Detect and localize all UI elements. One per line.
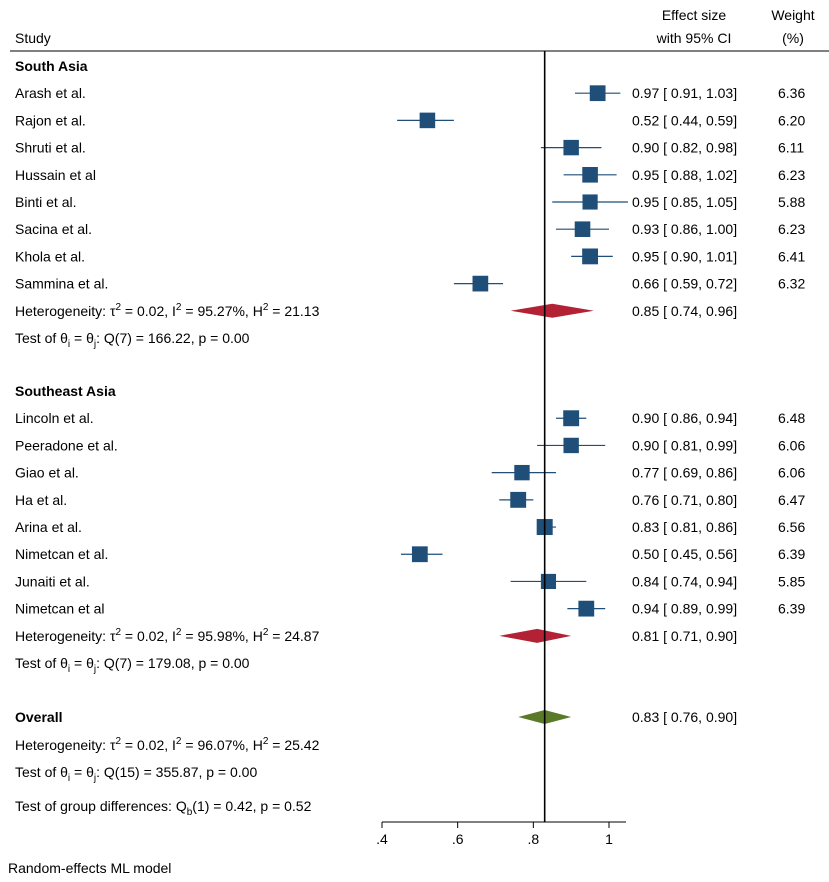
overall-heterogeneity-text: Heterogeneity: τ2 = 0.02, I2 = 96.07%, H… — [15, 736, 320, 753]
study-marker — [472, 275, 489, 292]
effect-ci-text: 0.93 [ 0.86, 1.00] — [632, 221, 737, 237]
study-marker — [514, 464, 530, 481]
weight-text: 6.06 — [778, 437, 805, 453]
group-heading: South Asia — [15, 58, 88, 74]
weight-text: 6.39 — [778, 546, 805, 562]
study-marker — [510, 491, 527, 508]
study-marker — [578, 600, 595, 617]
weight-text: 6.47 — [778, 492, 805, 508]
heterogeneity-text: Heterogeneity: τ2 = 0.02, I2 = 95.27%, H… — [15, 302, 320, 319]
header-effect-size: Effect size — [662, 7, 727, 23]
study-label: Arina et al. — [15, 519, 82, 535]
overall-heading: Overall — [15, 709, 62, 725]
study-label: Binti et al. — [15, 194, 76, 210]
study-marker — [540, 573, 557, 589]
study-marker — [563, 410, 580, 427]
weight-text: 6.06 — [778, 465, 805, 481]
effect-ci-text: 0.84 [ 0.74, 0.94] — [632, 573, 737, 589]
test-text: Test of θi = θj: Q(7) = 179.08, p = 0.00 — [15, 655, 250, 675]
test-text: Test of θi = θj: Q(7) = 166.22, p = 0.00 — [15, 330, 250, 350]
effect-ci-text: 0.83 [ 0.81, 0.86] — [632, 519, 737, 535]
header-weight: Weight — [771, 7, 814, 23]
overall-test-text: Test of θi = θj: Q(15) = 355.87, p = 0.0… — [15, 764, 257, 784]
study-label: Nimetcan et al — [15, 601, 104, 617]
pooled-ci-text: 0.83 [ 0.76, 0.90] — [632, 709, 737, 725]
effect-ci-text: 0.95 [ 0.85, 1.05] — [632, 194, 737, 210]
effect-ci-text: 0.77 [ 0.69, 0.86] — [632, 465, 737, 481]
weight-text: 6.39 — [778, 601, 805, 617]
effect-ci-text: 0.90 [ 0.86, 0.94] — [632, 410, 737, 426]
weight-text: 5.88 — [778, 194, 805, 210]
study-label: Arash et al. — [15, 85, 86, 101]
weight-text: 6.20 — [778, 112, 805, 128]
subgroup-diamond — [499, 628, 572, 643]
heterogeneity-text: Heterogeneity: τ2 = 0.02, I2 = 95.98%, H… — [15, 627, 320, 644]
group-difference-text: Test of group differences: Qb(1) = 0.42,… — [15, 798, 312, 818]
study-label: Hussain et al — [15, 167, 96, 183]
x-tick-label: .4 — [376, 831, 388, 847]
effect-ci-text: 0.90 [ 0.81, 0.99] — [632, 437, 737, 453]
x-tick-label: .8 — [527, 831, 539, 847]
study-label: Lincoln et al. — [15, 410, 94, 426]
effect-ci-text: 0.94 [ 0.89, 0.99] — [632, 601, 737, 617]
weight-text: 5.85 — [778, 573, 805, 589]
weight-text: 6.23 — [778, 167, 805, 183]
effect-ci-text: 0.66 [ 0.59, 0.72] — [632, 276, 737, 292]
weight-text: 6.56 — [778, 519, 805, 535]
study-label: Junaiti et al. — [15, 573, 90, 589]
study-marker — [563, 437, 579, 454]
study-label: Rajon et al. — [15, 112, 86, 128]
study-marker — [582, 194, 598, 210]
study-marker — [582, 167, 598, 183]
subgroup-diamond — [510, 303, 594, 318]
header-study: Study — [15, 30, 51, 46]
weight-text: 6.41 — [778, 248, 805, 264]
study-marker — [411, 546, 428, 563]
effect-ci-text: 0.97 [ 0.91, 1.03] — [632, 85, 737, 101]
x-tick-label: .6 — [452, 831, 464, 847]
study-label: Nimetcan et al. — [15, 546, 108, 562]
study-label: Sammina et al. — [15, 276, 108, 292]
weight-text: 6.11 — [778, 140, 804, 156]
header-weight-unit: (%) — [782, 30, 804, 46]
footnote: Random-effects ML model — [8, 860, 171, 876]
study-marker — [419, 112, 436, 129]
study-label: Shruti et al. — [15, 140, 86, 156]
study-label: Ha et al. — [15, 492, 67, 508]
weight-text: 6.23 — [778, 221, 805, 237]
study-label: Peeradone et al. — [15, 437, 118, 453]
study-marker — [574, 221, 591, 237]
study-label: Khola et al. — [15, 248, 85, 264]
pooled-ci-text: 0.85 [ 0.74, 0.96] — [632, 303, 737, 319]
weight-text: 6.36 — [778, 85, 805, 101]
pooled-ci-text: 0.81 [ 0.71, 0.90] — [632, 628, 737, 644]
weight-text: 6.32 — [778, 276, 805, 292]
effect-ci-text: 0.90 [ 0.82, 0.98] — [632, 140, 737, 156]
effect-ci-text: 0.76 [ 0.71, 0.80] — [632, 492, 737, 508]
effect-ci-text: 0.52 [ 0.44, 0.59] — [632, 112, 737, 128]
study-label: Sacina et al. — [15, 221, 92, 237]
weight-text: 6.48 — [778, 410, 805, 426]
header-ci: with 95% CI — [656, 30, 732, 46]
effect-ci-text: 0.50 [ 0.45, 0.56] — [632, 546, 737, 562]
study-marker — [563, 139, 579, 156]
study-marker — [589, 85, 606, 102]
x-tick-label: 1 — [605, 831, 613, 847]
study-marker — [582, 248, 598, 265]
effect-ci-text: 0.95 [ 0.90, 1.01] — [632, 248, 737, 264]
group-heading: Southeast Asia — [15, 383, 116, 399]
effect-ci-text: 0.95 [ 0.88, 1.02] — [632, 167, 737, 183]
study-label: Giao et al. — [15, 465, 79, 481]
